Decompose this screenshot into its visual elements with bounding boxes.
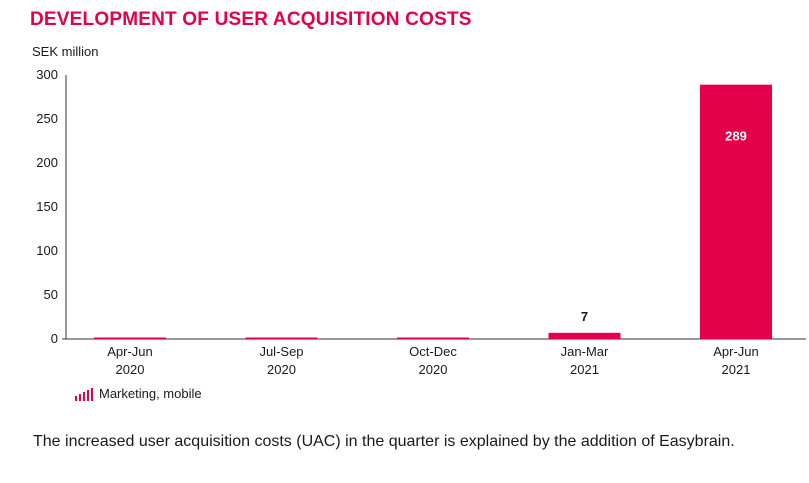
chart-legend: Marketing, mobile [74, 386, 202, 401]
bar [245, 337, 318, 339]
x-tick-label: Apr-Jun [713, 344, 759, 359]
x-tick-label: 2021 [570, 362, 599, 377]
x-tick-label: 2021 [722, 362, 751, 377]
x-tick-label: 2020 [267, 362, 296, 377]
x-tick-label: Oct-Dec [409, 344, 457, 359]
bar-value-label: 7 [581, 309, 588, 324]
legend-label: Marketing, mobile [99, 386, 202, 401]
y-tick-label: 250 [36, 111, 58, 126]
bar [548, 332, 621, 339]
y-tick-label: 300 [36, 67, 58, 82]
x-tick-label: Jul-Sep [259, 344, 303, 359]
bar-chart-icon [75, 387, 93, 401]
bar [94, 337, 166, 339]
x-tick-label: 2020 [419, 362, 448, 377]
y-tick-label: 200 [36, 155, 58, 170]
x-tick-label: Apr-Jun [107, 344, 153, 359]
bar-value-label: 289 [725, 129, 747, 144]
bar [397, 337, 469, 339]
y-tick-label: 50 [44, 287, 58, 302]
y-axis-unit-label: SEK million [32, 44, 99, 59]
chart-title: DEVELOPMENT OF USER ACQUISITION COSTS [30, 9, 472, 30]
x-tick-label: Jan-Mar [561, 344, 609, 359]
y-tick-label: 150 [36, 199, 58, 214]
bar [700, 84, 772, 340]
y-tick-label: 0 [51, 331, 58, 346]
x-tick-label: 2020 [116, 362, 145, 377]
y-tick-label: 100 [36, 243, 58, 258]
bar-chart: 0 50 100 150 200 250 300 Apr-Jun 2020 Jul-Sep 2020… [36, 67, 806, 377]
chart-caption: The increased user acquisition costs (UA… [33, 433, 735, 450]
